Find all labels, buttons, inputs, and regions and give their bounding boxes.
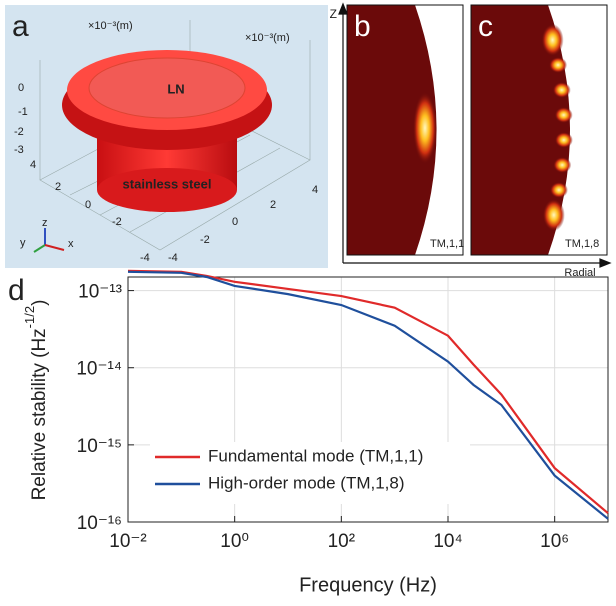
unit: ×10⁻³(m): [88, 20, 133, 32]
tick-label: 2: [55, 181, 61, 193]
label-part: Relative stability (Hz: [29, 328, 50, 500]
tick-label: -2: [112, 216, 122, 228]
x-tick-label: 10⁻²: [109, 531, 147, 552]
label-part: -1/2: [22, 306, 37, 328]
legend-label: Fundamental mode (TM,1,1): [208, 446, 423, 465]
mode-spot: [553, 82, 571, 98]
tick-label: -2: [14, 126, 24, 138]
mode-label: TM,1,8: [565, 238, 599, 250]
mode-spot: [549, 57, 567, 73]
axis-label: Z: [330, 7, 337, 21]
figure: a LN stainless steel ×10⁻³(m) ×10⁻³(m) 0…: [0, 0, 616, 606]
tick-label: 0: [85, 199, 91, 211]
tick-label: 4: [312, 184, 318, 196]
mode-spot: [543, 199, 565, 231]
panel-letter: a: [12, 10, 29, 43]
axis-z: z: [42, 217, 48, 229]
y-tick-label: 10⁻¹⁵: [77, 436, 122, 457]
tick-label: 0: [232, 216, 238, 228]
tick-label: -2: [200, 234, 210, 246]
y-axis-label: Relative stability (Hz-1/2): [22, 300, 50, 501]
panel-letter: b: [354, 10, 371, 43]
tick-label: -4: [140, 252, 150, 264]
tick-label: -4: [168, 252, 178, 264]
x-tick-label: 10²: [328, 531, 355, 552]
x-tick-label: 10⁰: [220, 531, 249, 552]
chart: 10⁻² 10⁰ 10² 10⁴ 10⁶ 10⁻¹³ 10⁻¹⁴ 10⁻¹⁵ 10⁻¹⁶ Freq…: [22, 271, 608, 596]
legend-label: High-order mode (TM,1,8): [208, 473, 405, 492]
mode-spot: [550, 182, 568, 198]
label: LN: [167, 81, 184, 96]
mode-spot: [555, 132, 573, 148]
panel-letter: c: [478, 10, 493, 43]
panel-a: a LN stainless steel ×10⁻³(m) ×10⁻³(m) 0…: [5, 5, 328, 268]
tick-label: 4: [30, 159, 36, 171]
y-tick-label: 10⁻¹⁴: [76, 359, 122, 380]
x-tick-label: 10⁶: [540, 531, 569, 552]
panel-letter: d: [8, 274, 25, 307]
label: stainless steel: [123, 176, 212, 191]
y-tick-label: 10⁻¹⁶: [77, 513, 122, 534]
tick-label: -3: [14, 144, 24, 156]
tick-label: -1: [18, 106, 28, 118]
mode-spot: [555, 107, 573, 123]
axis-y: y: [20, 237, 26, 249]
mode-label: TM,1,1: [430, 238, 464, 250]
mode-spot: [413, 92, 437, 164]
mode-spot: [553, 157, 571, 173]
x-tick-label: 10⁴: [433, 531, 462, 552]
unit: ×10⁻³(m): [245, 32, 290, 44]
mode-spot: [542, 24, 564, 56]
y-tick-label: 10⁻¹³: [78, 282, 122, 303]
panel-c: c TM,1,8: [471, 5, 607, 255]
x-axis-label: Frequency (Hz): [299, 574, 437, 596]
axis-x: x: [68, 238, 74, 250]
tick-label: 2: [270, 199, 276, 211]
label-part: ): [29, 300, 50, 306]
tick-label: 0: [18, 82, 24, 94]
panel-b: b TM,1,1: [347, 5, 464, 255]
